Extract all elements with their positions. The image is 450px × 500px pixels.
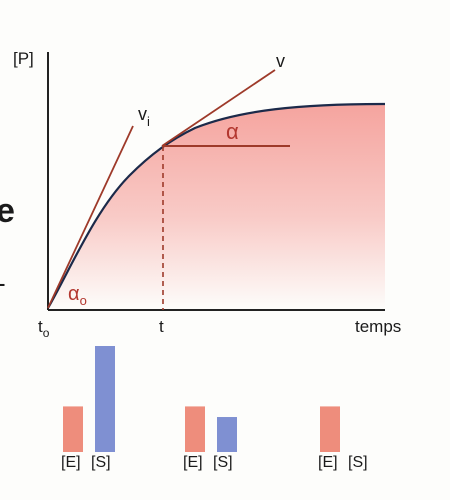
substrate-label-2: [S] — [213, 454, 233, 471]
substrate-label-1: [S] — [91, 454, 111, 471]
origin-time-label: to — [38, 317, 50, 340]
substrate-label-3: [S] — [348, 454, 368, 471]
margin-glyph-2: - — [0, 268, 6, 298]
substrate-bar-2 — [217, 417, 237, 452]
enzyme-bar-2 — [185, 406, 205, 452]
substrate-bar-1 — [95, 346, 115, 452]
time-label: t — [159, 317, 164, 336]
margin-glyph-1: e — [0, 192, 15, 230]
y-axis-label: [P] — [13, 49, 34, 68]
enzyme-label-2: [E] — [183, 454, 203, 471]
concentration-bars: [E] [S] [E] [S] [E] [S] — [61, 346, 368, 471]
enzyme-label-1: [E] — [61, 454, 81, 471]
enzyme-bar-1 — [63, 406, 83, 452]
enzyme-bar-3 — [320, 406, 340, 452]
area-under-curve — [48, 104, 385, 310]
enzyme-label-3: [E] — [318, 454, 338, 471]
velocity-label: v — [276, 51, 285, 71]
angle-label: α — [226, 119, 239, 144]
initial-velocity-label: vi — [138, 104, 150, 129]
x-axis-label: temps — [355, 317, 401, 336]
